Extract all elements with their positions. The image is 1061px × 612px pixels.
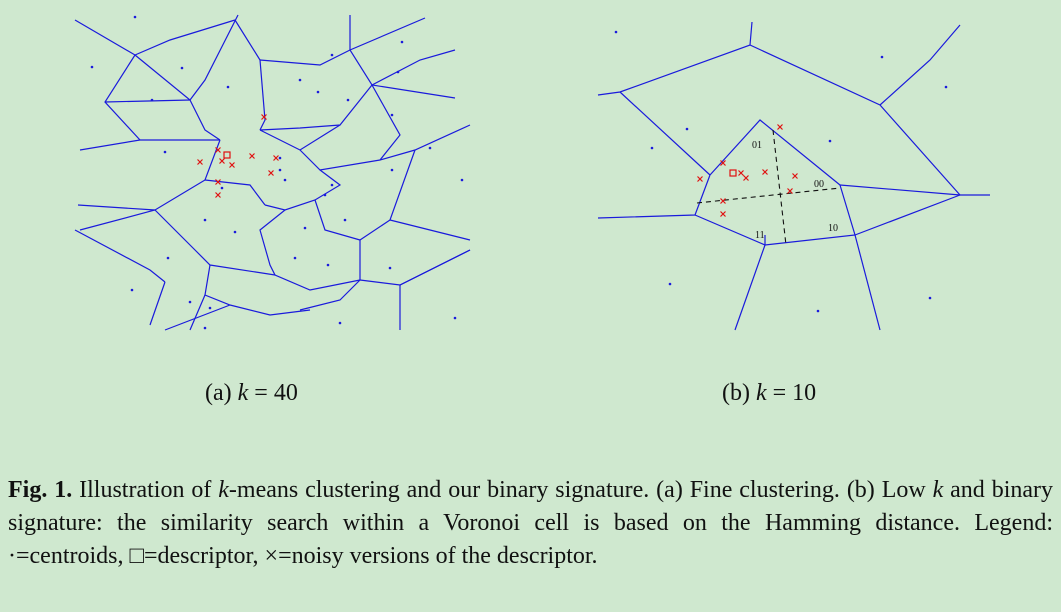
descriptor-square [223, 151, 231, 159]
noise-marker [273, 155, 279, 161]
subcaption-a-value: = 40 [248, 380, 298, 406]
voronoi-edges [597, 21, 990, 331]
centroid-dot [203, 326, 207, 330]
signature-hyperplanes [696, 129, 841, 246]
centroid-dot [396, 70, 400, 74]
subcaption-b-value: = 10 [766, 380, 817, 406]
centroid-dot [460, 178, 464, 182]
noise-marker [268, 170, 274, 176]
caption-k-2: k [932, 477, 944, 503]
centroid-dot [614, 30, 618, 34]
noise-marker [720, 198, 726, 204]
voronoi-panel-a [74, 14, 471, 331]
centroid-dot [316, 90, 320, 94]
descriptor-square [729, 169, 737, 177]
noise-marker [249, 153, 255, 159]
centroid-dot [180, 66, 184, 70]
centroid-dot [880, 55, 884, 59]
noise-marker [720, 211, 726, 217]
noise-marker [261, 114, 267, 120]
centroid-dot [343, 218, 347, 222]
noise-marker [697, 176, 703, 182]
noise-marker [743, 175, 749, 181]
centroid-dot [90, 65, 94, 69]
centroid-dot [668, 282, 672, 286]
cell-label-10: 10 [828, 223, 838, 234]
noise-marker [215, 192, 221, 198]
centroid-dot [390, 168, 394, 172]
centroid-dot [323, 193, 327, 197]
centroid-dot [816, 309, 820, 313]
noise-marker [215, 179, 221, 185]
centroid-dot [233, 230, 237, 234]
centroid-dot [326, 263, 330, 267]
centroid-dot [293, 256, 297, 260]
noise-marker [762, 169, 768, 175]
caption-text-2: -means clustering and our binary signatu… [228, 477, 933, 503]
voronoi-edges [74, 14, 471, 331]
centroid-dot [166, 256, 170, 260]
subcaption-a-var: k [237, 380, 249, 406]
caption-text-3: and binary signature: the similarity sea… [8, 477, 1054, 569]
centroid-dot [330, 53, 334, 57]
centroid-dot [278, 156, 282, 160]
centroid-dot [388, 266, 392, 270]
noise-marker [229, 162, 235, 168]
centroid-dot [685, 127, 689, 131]
noise-marker [197, 159, 203, 165]
figure: 01 00 10 11 (a) k = 40 (b) k = 10 [74, 14, 990, 407]
centroid-dot [303, 226, 307, 230]
cell-label-01: 01 [752, 140, 762, 151]
cell-label-00: 00 [814, 179, 824, 190]
centroid-dot [330, 183, 334, 187]
noise-marker [738, 170, 744, 176]
noise-marker [792, 173, 798, 179]
cell-label-11: 11 [755, 230, 765, 241]
centroid-dot [150, 98, 154, 102]
figure-label: Fig. 1. [8, 477, 73, 503]
figure-caption: Fig. 1. Illustration of k-means clusteri… [8, 474, 1053, 573]
voronoi-panel-b: 01 00 10 11 [597, 21, 990, 331]
centroid-dot [828, 139, 832, 143]
caption-k-1: k [218, 477, 229, 503]
centroid-dot [163, 150, 167, 154]
centroid-dot [400, 40, 404, 44]
centroid-dot [428, 146, 432, 150]
subcaption-b-var: k [755, 380, 767, 406]
centroid-dot [283, 178, 287, 182]
centroid-dot [298, 78, 302, 82]
centroid-dot [188, 300, 192, 304]
centroid-dot [338, 321, 342, 325]
subcaption-b-label: (b) [722, 380, 756, 406]
centroid-dot [944, 85, 948, 89]
noise-marker [777, 124, 783, 130]
noise-markers [697, 124, 798, 217]
noise-markers [197, 114, 279, 198]
centroid-dot [203, 218, 207, 222]
noise-marker [720, 160, 726, 166]
centroid-dot [208, 306, 212, 310]
centroid-dot [278, 168, 282, 172]
noise-marker [215, 147, 221, 153]
centroid-dot [346, 98, 350, 102]
centroid-dot [453, 316, 457, 320]
centroid-dot [928, 296, 932, 300]
centroid-dot [390, 113, 394, 117]
centroid-dot [226, 85, 230, 89]
centroid-dots [90, 15, 464, 330]
centroid-dots [614, 30, 948, 313]
centroid-dot [130, 288, 134, 292]
noise-marker [219, 158, 225, 164]
noise-marker [787, 188, 793, 194]
caption-text-1: Illustration of [72, 477, 219, 503]
centroid-dot [220, 186, 224, 190]
centroid-dot [133, 15, 137, 19]
centroid-dot [650, 146, 654, 150]
subcaption-a-label: (a) [205, 380, 238, 406]
subcaption-b: (b) k = 10 [722, 380, 816, 407]
subcaption-a: (a) k = 40 [205, 380, 298, 407]
